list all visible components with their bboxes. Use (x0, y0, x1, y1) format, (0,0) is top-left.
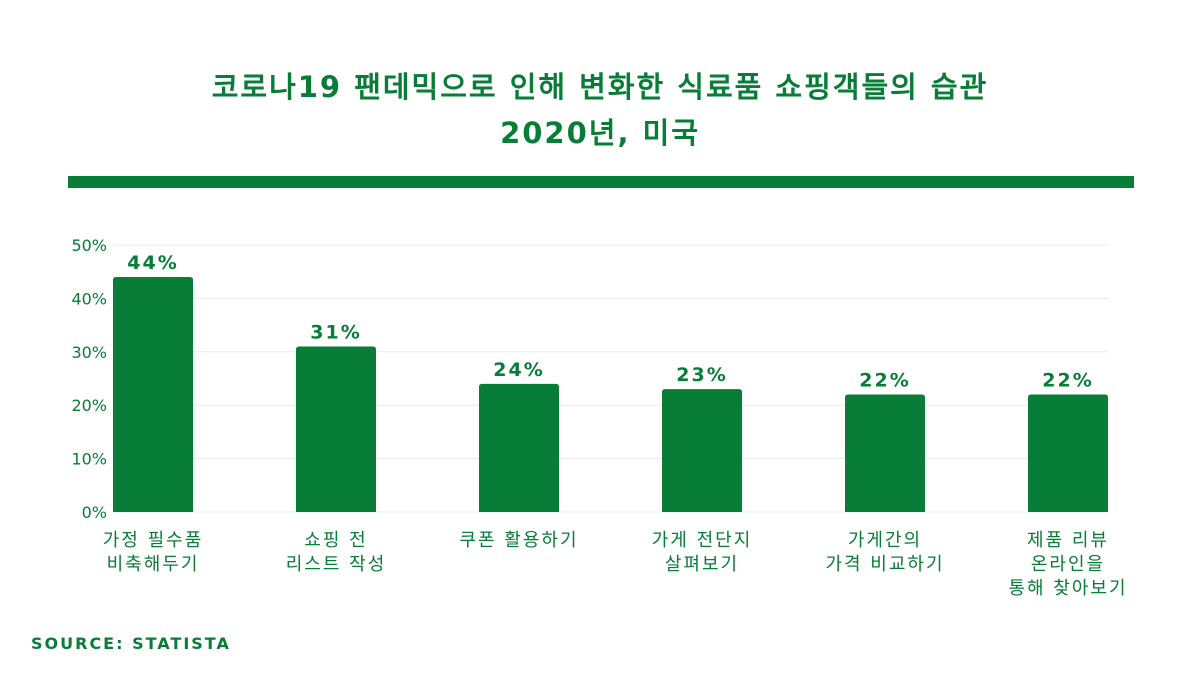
bar-2 (296, 346, 376, 512)
bar-1 (113, 277, 193, 512)
x-tick-label: 리스트 작성 (286, 554, 387, 575)
data-label: 24% (493, 359, 544, 381)
y-tick-label: 0% (82, 503, 107, 522)
chart-title-line2: 2020년, 미국 (500, 116, 700, 150)
source-note: SOURCE: STATISTA (31, 634, 231, 653)
data-label: 22% (1042, 370, 1093, 392)
x-tick-label: 쇼핑 전 (304, 530, 367, 551)
chart-title-line1: 코로나19 팬데믹으로 인해 변화한 식료품 쇼핑객들의 습관 (211, 70, 989, 104)
bar-3 (479, 383, 559, 512)
x-tick-label: 통해 찾아보기 (1008, 578, 1127, 599)
x-tick-label: 가게 전단지 (652, 530, 753, 551)
data-label: 44% (127, 252, 178, 274)
data-label: 23% (676, 364, 727, 386)
data-label: 31% (310, 321, 361, 343)
x-tick-label: 온라인을 (1031, 554, 1105, 575)
x-tick-label: 쿠폰 활용하기 (459, 530, 578, 551)
bar-5 (845, 394, 925, 512)
x-tick-label: 가정 필수품 (103, 530, 204, 551)
x-tick-label: 가격 비교하기 (825, 554, 944, 575)
x-tick-label: 살펴보기 (665, 554, 739, 575)
y-tick-label: 20% (71, 396, 107, 415)
y-tick-label: 40% (71, 289, 107, 308)
y-tick-label: 10% (71, 450, 107, 469)
bar-4 (662, 389, 742, 512)
title-divider (68, 176, 1134, 188)
x-tick-label: 제품 리뷰 (1027, 530, 1109, 551)
y-tick-label: 30% (71, 343, 107, 362)
data-label: 22% (859, 370, 910, 392)
x-tick-label: 가게간의 (848, 530, 922, 551)
x-tick-label: 비축해두기 (107, 554, 200, 575)
y-tick-label: 50% (71, 236, 107, 255)
bar-6 (1028, 394, 1108, 512)
